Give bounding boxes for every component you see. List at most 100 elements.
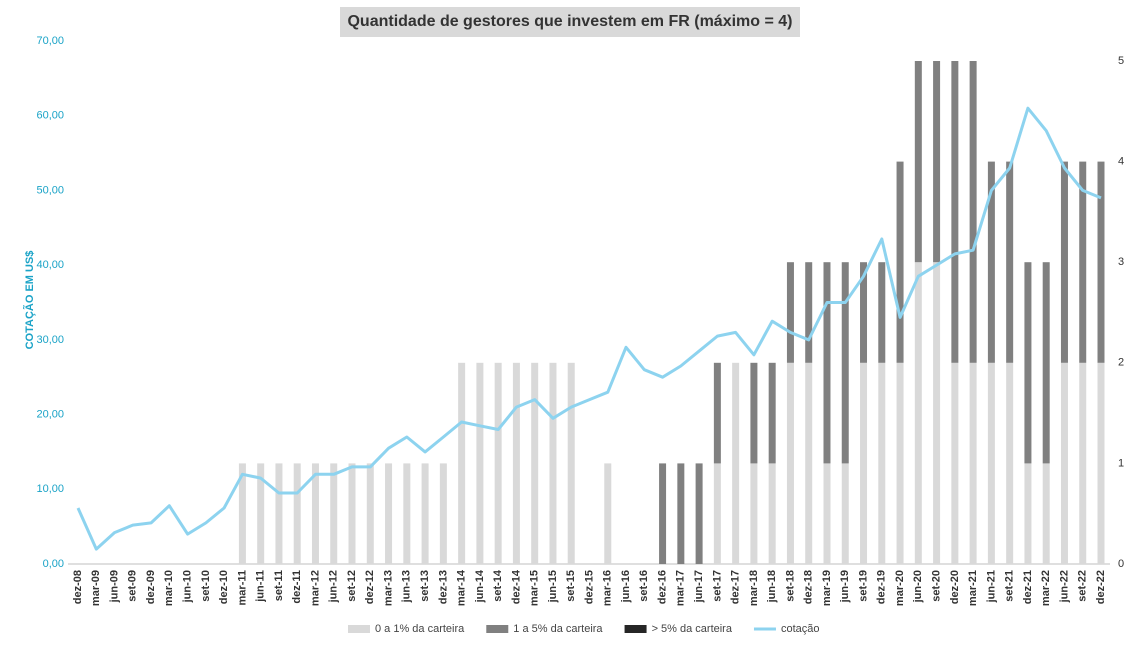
bar bbox=[914, 262, 922, 564]
legend-label: cotação bbox=[781, 623, 820, 635]
bar bbox=[293, 463, 301, 564]
x-tick-label: dez-22 bbox=[1095, 570, 1107, 604]
bar bbox=[604, 463, 612, 564]
x-tick-label: dez-13 bbox=[437, 570, 449, 604]
line bbox=[76, 106, 1102, 551]
x-tick-label: mar-18 bbox=[748, 570, 760, 606]
bar bbox=[786, 262, 794, 363]
bar bbox=[732, 362, 740, 564]
x-tick-label: mar-12 bbox=[309, 570, 321, 606]
x-tick-label: set-11 bbox=[273, 570, 285, 601]
bar bbox=[951, 362, 959, 564]
bar bbox=[768, 362, 776, 464]
bar bbox=[275, 463, 283, 564]
x-tick-label: jun-10 bbox=[182, 570, 194, 603]
x-tick-label: mar-22 bbox=[1040, 570, 1052, 606]
x-tick-label: dez-21 bbox=[1022, 570, 1034, 604]
bar bbox=[713, 362, 721, 464]
bar bbox=[896, 161, 904, 363]
bar bbox=[878, 262, 886, 363]
bar bbox=[933, 61, 941, 263]
y2-tick-label: 2 bbox=[1118, 357, 1124, 369]
x-tick-label: set-21 bbox=[1004, 570, 1016, 602]
x-tick-label: jun-16 bbox=[620, 570, 632, 603]
bar bbox=[823, 463, 831, 564]
bar bbox=[841, 262, 849, 464]
y-tick-label: 10,00 bbox=[36, 483, 64, 495]
bar bbox=[969, 362, 977, 564]
bar bbox=[311, 463, 319, 564]
y2-tick-label: 1 bbox=[1118, 457, 1124, 469]
bar bbox=[750, 362, 758, 464]
x-tick-label: jun-20 bbox=[912, 570, 924, 603]
bar bbox=[421, 463, 429, 564]
x-tick-label: set-22 bbox=[1077, 570, 1089, 602]
bar bbox=[476, 362, 484, 564]
x-tick-label: jun-17 bbox=[693, 570, 705, 603]
bar bbox=[1079, 362, 1087, 564]
x-tick-label: jun-12 bbox=[328, 570, 340, 603]
y-tick-label: 60,00 bbox=[36, 110, 64, 122]
x-tick-label: set-13 bbox=[419, 570, 431, 602]
x-tick-label: dez-18 bbox=[803, 570, 815, 604]
bar bbox=[987, 161, 995, 363]
x-tick-label: mar-13 bbox=[382, 570, 394, 606]
x-tick-label: set-16 bbox=[638, 570, 650, 602]
bar bbox=[786, 362, 794, 564]
chart-title: Quantidade de gestores que investem em F… bbox=[347, 13, 792, 30]
y-tick-label: 50,00 bbox=[36, 184, 64, 196]
bar bbox=[933, 262, 941, 564]
x-tick-label: dez-16 bbox=[656, 570, 668, 604]
y-tick-label: 20,00 bbox=[36, 408, 64, 420]
x-tick-label: mar-20 bbox=[894, 570, 906, 606]
x-tick-label: jun-13 bbox=[401, 570, 413, 603]
x-tick-label: dez-15 bbox=[583, 570, 595, 604]
x-tick-label: jun-14 bbox=[474, 569, 486, 603]
y-tick-label: 40,00 bbox=[36, 259, 64, 271]
bar bbox=[366, 463, 374, 564]
bar bbox=[1060, 362, 1068, 564]
bar bbox=[257, 463, 265, 564]
bar bbox=[1097, 161, 1105, 363]
x-tick-label: set-12 bbox=[346, 570, 358, 602]
x-tick-label: dez-11 bbox=[291, 570, 303, 604]
x-tick-label: set-17 bbox=[711, 570, 723, 602]
legend-swatch bbox=[348, 625, 370, 633]
bar bbox=[659, 463, 667, 564]
x-tick-label: jun-22 bbox=[1058, 570, 1070, 603]
x-tick-label: jun-15 bbox=[547, 570, 559, 603]
bar bbox=[713, 463, 721, 564]
y-tick-label: 70,00 bbox=[36, 35, 64, 47]
bar bbox=[805, 262, 813, 363]
title-box bbox=[340, 7, 800, 37]
x-tick-label: mar-10 bbox=[163, 570, 175, 606]
x-tick-label: dez-08 bbox=[72, 570, 84, 604]
x-tick-label: set-14 bbox=[492, 569, 504, 602]
bar bbox=[695, 463, 703, 564]
x-tick-label: jun-21 bbox=[985, 570, 997, 603]
bar bbox=[823, 262, 831, 464]
legend-swatch bbox=[486, 625, 509, 633]
bar bbox=[1079, 161, 1087, 363]
x-tick-label: jun-09 bbox=[108, 570, 120, 603]
y2-tick-label: 0 bbox=[1118, 558, 1124, 570]
bar bbox=[439, 463, 447, 564]
bar bbox=[494, 362, 502, 564]
bar bbox=[403, 463, 411, 564]
bar bbox=[531, 362, 539, 564]
x-tick-label: dez-12 bbox=[364, 570, 376, 604]
bar bbox=[238, 463, 246, 564]
x-tick-label: dez-10 bbox=[218, 570, 230, 604]
legend-swatch bbox=[624, 625, 647, 633]
bar bbox=[987, 362, 995, 564]
x-tick-label: dez-09 bbox=[145, 570, 157, 604]
x-tick-label: mar-14 bbox=[456, 569, 468, 606]
x-tick-label: mar-09 bbox=[90, 570, 102, 606]
bar bbox=[914, 61, 922, 263]
x-tick-label: jun-11 bbox=[255, 570, 267, 603]
bar bbox=[1024, 262, 1032, 464]
bar bbox=[951, 61, 959, 363]
bar bbox=[805, 362, 813, 564]
bar bbox=[567, 362, 575, 564]
x-tick-label: dez-17 bbox=[730, 570, 742, 604]
